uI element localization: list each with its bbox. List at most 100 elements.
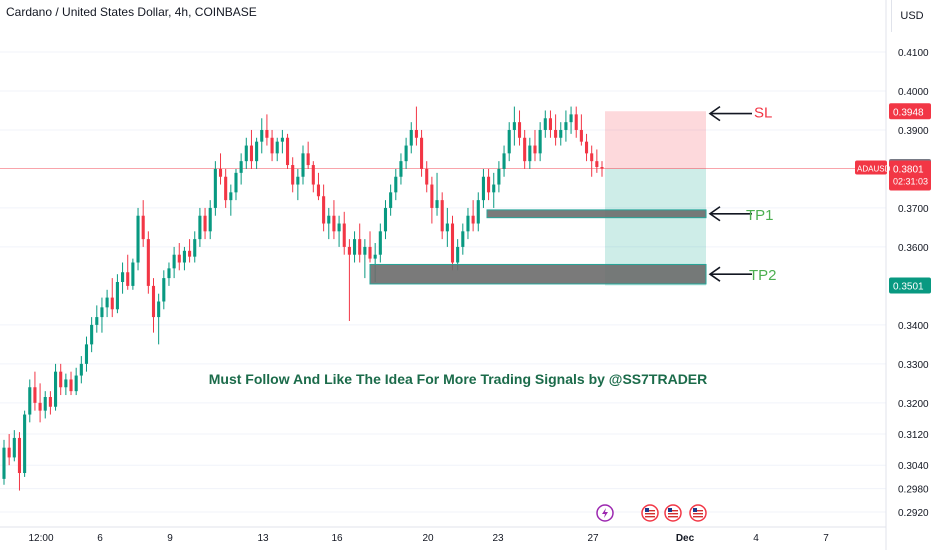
candle-body	[342, 223, 346, 247]
candle-body	[512, 122, 516, 130]
candle-body	[569, 114, 573, 123]
y-tick-label: 0.3040	[898, 461, 929, 472]
candle-body	[244, 145, 248, 162]
candle-body	[162, 278, 166, 302]
us-flag-stripe	[693, 516, 703, 518]
candle-body	[306, 153, 310, 166]
x-tick-label: 13	[257, 533, 269, 544]
x-tick-label: 12:00	[28, 533, 53, 544]
candle-body	[492, 184, 496, 193]
candle-body	[90, 324, 94, 345]
x-tick-label: 4	[753, 533, 759, 544]
x-tick-label: 7	[823, 533, 829, 544]
candle-body	[368, 246, 372, 259]
candle-body	[440, 200, 444, 232]
candle-body	[425, 168, 429, 185]
candle-body	[327, 215, 331, 224]
candle-body	[270, 137, 274, 154]
candle-body	[456, 246, 460, 263]
candle-body	[249, 145, 253, 162]
candle-body	[543, 118, 547, 130]
candle-body	[146, 239, 150, 286]
candle-body	[399, 161, 403, 177]
countdown-label: 02:31:03	[893, 177, 928, 187]
candle-body	[105, 297, 109, 308]
us-flag-stripe	[645, 510, 655, 512]
y-tick-label: 0.2920	[898, 508, 929, 519]
x-tick-label: 9	[167, 533, 173, 544]
y-tick-label: 0.3400	[898, 321, 929, 332]
tp2-arrow-head	[708, 266, 721, 282]
candle-body	[507, 129, 511, 154]
candle-body	[54, 371, 58, 407]
us-flag-stripe	[693, 510, 703, 512]
candle-body	[383, 207, 388, 232]
candle-body	[203, 215, 207, 232]
symbol-tag-bg	[855, 160, 887, 175]
candle-body	[296, 176, 300, 185]
candle-body	[275, 141, 279, 154]
candle-body	[337, 223, 341, 232]
candle-body	[466, 215, 470, 232]
candle-body	[64, 379, 68, 388]
y-tick-label: 0.3600	[898, 243, 929, 254]
y-tick-label: 0.3900	[898, 126, 929, 137]
stop-loss-zone	[605, 111, 706, 169]
candle-body	[420, 137, 424, 169]
candle-body	[7, 447, 11, 458]
candle-body	[564, 122, 568, 130]
candle-body	[84, 344, 89, 364]
candle-body	[2, 447, 6, 479]
candle-body	[404, 145, 408, 162]
y-tick-label: 0.2980	[898, 485, 929, 496]
candle-body	[394, 176, 398, 193]
candle-body	[517, 122, 522, 138]
candle-body	[38, 402, 42, 411]
currency-button[interactable]: USD	[891, 0, 932, 32]
symbol-title: Cardano / United States Dollar, 4h, COIN…	[6, 5, 257, 19]
signal-text: Must Follow And Like The Idea For More T…	[209, 371, 708, 387]
candle-body	[172, 254, 176, 269]
y-tick-label: 0.3200	[898, 399, 929, 410]
candle-body	[554, 129, 558, 138]
candle-body	[461, 231, 465, 247]
us-flag-canton	[645, 508, 649, 512]
x-tick-label: Dec	[676, 533, 695, 544]
candle-body	[121, 272, 125, 282]
candle-body	[579, 129, 583, 142]
candle-body	[234, 172, 238, 193]
candle-body	[17, 437, 22, 474]
candle-body	[435, 200, 439, 208]
grid	[0, 51, 886, 513]
candle-body	[167, 268, 171, 279]
candle-body	[136, 215, 140, 263]
candle-body	[528, 145, 532, 162]
candle-body	[584, 141, 589, 154]
candle-body	[353, 239, 357, 255]
y-tick-label: 0.3300	[898, 360, 929, 371]
us-flag-stripe	[668, 510, 678, 512]
price-label-bg	[889, 277, 931, 294]
candle-body	[497, 168, 501, 185]
candle-body	[322, 196, 326, 224]
price-label: 0.3501	[893, 282, 924, 293]
sl-label: SL	[754, 104, 772, 121]
candle-body	[533, 145, 537, 154]
candle-body	[151, 285, 156, 318]
candle-body	[414, 129, 418, 138]
tp2-zone	[369, 263, 707, 285]
us-flag-stripe	[645, 516, 655, 518]
x-tick-label: 27	[587, 533, 599, 544]
candle-body	[141, 215, 145, 240]
candle-body	[157, 301, 161, 318]
candle-body	[430, 184, 434, 208]
candle-body	[131, 262, 135, 286]
candle-body	[590, 153, 594, 162]
y-tick-label: 0.3120	[898, 430, 929, 441]
price-label: 0.3948	[893, 107, 924, 118]
candle-body	[79, 363, 83, 376]
candle-body	[59, 371, 63, 388]
candle-body	[332, 215, 336, 232]
